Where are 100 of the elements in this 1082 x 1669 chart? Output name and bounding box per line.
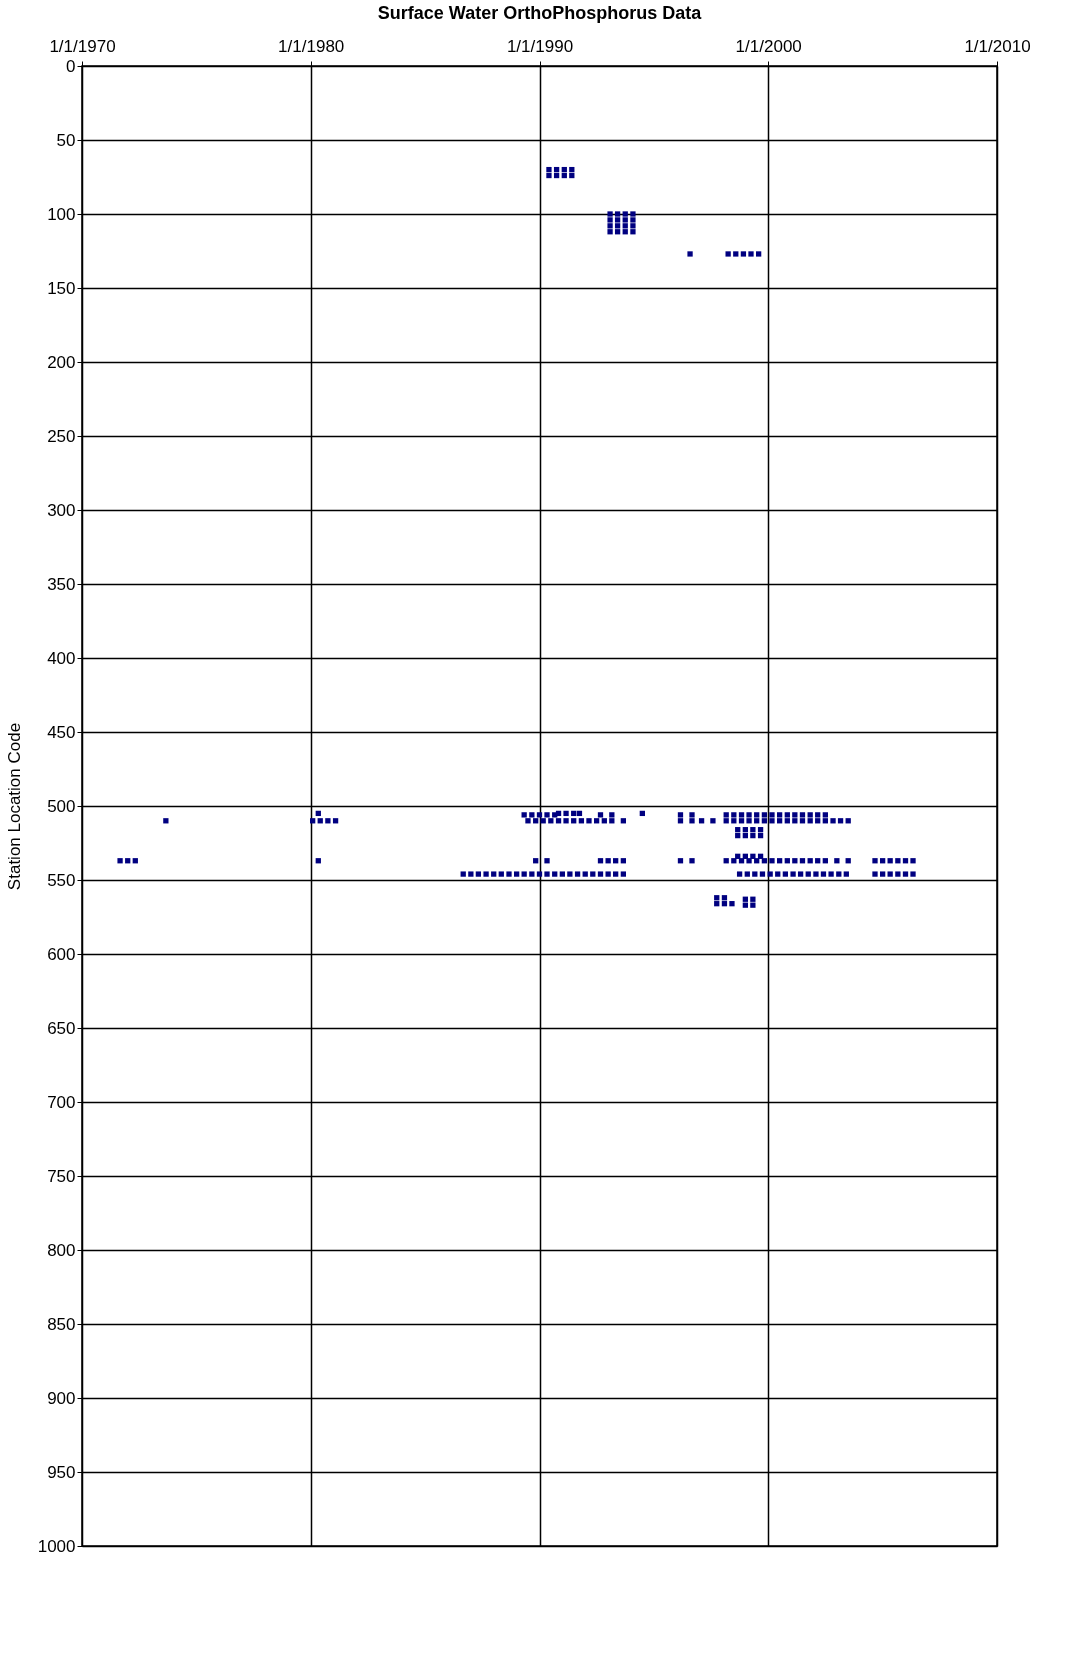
point (733, 251, 739, 257)
point (738, 812, 745, 818)
point (620, 871, 627, 877)
point (614, 217, 621, 223)
point (536, 812, 543, 818)
x-tick-label: 1/1/2010 (964, 36, 1031, 56)
y-tick-label: 1000 (37, 1536, 76, 1556)
point (563, 818, 569, 824)
point (784, 812, 790, 818)
point (689, 812, 695, 818)
point (910, 871, 916, 877)
y-tick-label: 500 (47, 796, 76, 816)
point (325, 818, 331, 824)
point (820, 871, 827, 877)
point (552, 871, 558, 877)
point (895, 871, 901, 877)
point (552, 812, 558, 818)
point (689, 858, 695, 864)
point (710, 818, 716, 824)
point (622, 211, 628, 217)
point (613, 871, 619, 877)
point (491, 871, 497, 877)
point (605, 858, 611, 864)
point (529, 871, 535, 877)
point (740, 251, 747, 257)
point (513, 871, 520, 877)
y-tick-label: 0 (66, 56, 76, 76)
point (775, 871, 781, 877)
point (769, 812, 775, 818)
y-tick-label: 550 (47, 870, 76, 890)
point (163, 818, 169, 824)
y-tick-label: 350 (47, 574, 76, 594)
point (607, 211, 613, 217)
point (744, 871, 750, 877)
point (813, 871, 819, 877)
point (834, 858, 840, 864)
point (574, 871, 581, 877)
point (607, 217, 613, 223)
point (752, 871, 758, 877)
y-tick-label: 600 (47, 944, 76, 964)
point (769, 858, 775, 864)
y-tick-label: 950 (47, 1462, 76, 1482)
point (828, 871, 834, 877)
y-tick-label: 200 (47, 352, 76, 372)
point (525, 818, 531, 824)
point (529, 812, 535, 818)
point (872, 858, 878, 864)
point (731, 812, 737, 818)
point (590, 871, 596, 877)
x-tick-label: 1/1/1980 (278, 36, 345, 56)
point (754, 812, 760, 818)
y-axis-title: Station Location Code (4, 722, 24, 891)
point (687, 251, 693, 257)
point (910, 858, 916, 864)
point (725, 251, 731, 257)
point (597, 812, 604, 818)
y-tick-label: 100 (47, 204, 76, 224)
point (630, 229, 636, 235)
point (483, 871, 489, 877)
point (475, 871, 482, 877)
point (815, 812, 821, 818)
point (843, 871, 849, 877)
point (769, 818, 775, 824)
point (609, 812, 615, 818)
y-tick-label: 700 (47, 1092, 76, 1112)
point (630, 211, 636, 217)
point (746, 818, 752, 824)
point (895, 858, 901, 864)
point (460, 871, 466, 877)
point (805, 871, 811, 877)
point (622, 217, 628, 223)
point (567, 871, 573, 877)
x-tick-label: 1/1/2000 (735, 36, 802, 56)
y-tick-label: 150 (47, 278, 76, 298)
y-tick-label: 50 (56, 130, 76, 150)
point (546, 166, 552, 173)
point (761, 812, 768, 818)
point (563, 810, 569, 817)
point (630, 223, 636, 229)
y-tick-label: 750 (47, 1166, 76, 1186)
point (902, 871, 909, 877)
point (582, 871, 588, 877)
point (782, 871, 789, 877)
point (736, 871, 743, 877)
point (723, 812, 729, 818)
point (872, 871, 878, 877)
point (544, 812, 550, 818)
y-tick-label: 650 (47, 1018, 76, 1038)
point (677, 812, 684, 818)
x-tick-label: 1/1/1990 (506, 36, 574, 56)
point (607, 229, 613, 235)
point (546, 172, 552, 179)
point (586, 818, 592, 824)
point (498, 871, 504, 877)
point (807, 812, 813, 818)
point (544, 858, 550, 864)
point (729, 901, 735, 907)
point (836, 871, 842, 877)
point (559, 871, 566, 877)
point (521, 812, 527, 818)
